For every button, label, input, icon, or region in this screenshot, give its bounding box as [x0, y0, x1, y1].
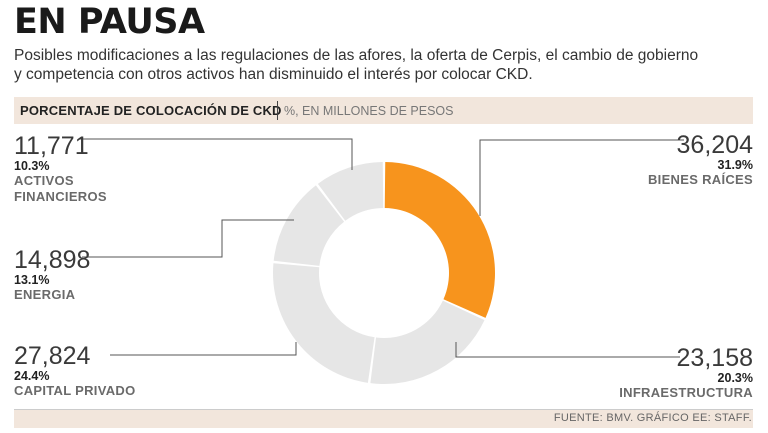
category-activos-line2: FINANCIEROS [14, 189, 107, 204]
leader-line-infra [455, 342, 680, 358]
percent-energia: 13.1% [14, 273, 50, 287]
label-capital: 27,824 24.4% CAPITAL PRIVADO [14, 344, 136, 399]
leader-line-energia [82, 219, 294, 258]
value-capital: 27,824 [14, 342, 91, 370]
leader-line-capital [110, 342, 297, 356]
slice-energia [273, 185, 345, 266]
footer-divider [14, 409, 753, 410]
subtitle: Posibles modificaciones a las regulacion… [14, 46, 754, 84]
chart-title: PORCENTAJE DE COLOCACIÓN DE CKD [20, 103, 282, 118]
chart-header-divider [277, 101, 278, 120]
subtitle-line-2: y competencia con otros activos han dism… [14, 66, 533, 83]
leader-lines [80, 138, 684, 358]
value-energia: 14,898 [14, 246, 91, 274]
category-bienes: BIENES RAÍCES [647, 172, 753, 187]
slice-activos [317, 162, 384, 221]
chart-header-bar: PORCENTAJE DE COLOCACIÓN DE CKD %, EN MI… [14, 97, 753, 124]
label-energia: 14,898 13.1% ENERGIA [14, 248, 90, 303]
slice-bienes [384, 162, 495, 318]
percent-capital: 24.4% [14, 369, 50, 383]
category-infra: INFRAESTRUCTURA [619, 385, 753, 400]
leader-line-bienes [479, 139, 684, 216]
page-title: EN PAUSA [14, 2, 205, 42]
percent-infra: 20.3% [717, 371, 753, 385]
value-bienes: 36,204 [676, 131, 753, 159]
category-activos-line1: ACTIVOS [14, 173, 74, 188]
value-activos: 11,771 [14, 132, 89, 160]
label-infra: 23,158 20.3% INFRAESTRUCTURA [619, 346, 753, 401]
label-bienes: 36,204 31.9% BIENES RAÍCES [648, 133, 753, 188]
donut-slices [273, 162, 495, 384]
slice-infra [370, 300, 485, 384]
category-energia: ENERGIA [14, 287, 76, 302]
footer-bar [14, 410, 753, 428]
percent-activos: 10.3% [14, 159, 50, 173]
value-infra: 23,158 [676, 344, 753, 372]
subtitle-line-1: Posibles modificaciones a las regulacion… [14, 47, 699, 64]
label-activos: 11,771 10.3% ACTIVOS FINANCIEROS [14, 134, 107, 205]
category-capital: CAPITAL PRIVADO [14, 383, 136, 398]
leader-line-activos [80, 138, 353, 170]
percent-bienes: 31.9% [717, 158, 753, 172]
chart-unit: %, EN MILLONES DE PESOS [284, 104, 454, 118]
slice-capital [273, 263, 375, 383]
source-credit: FUENTE: BMV. GRÁFICO EE: STAFF. [553, 412, 752, 424]
